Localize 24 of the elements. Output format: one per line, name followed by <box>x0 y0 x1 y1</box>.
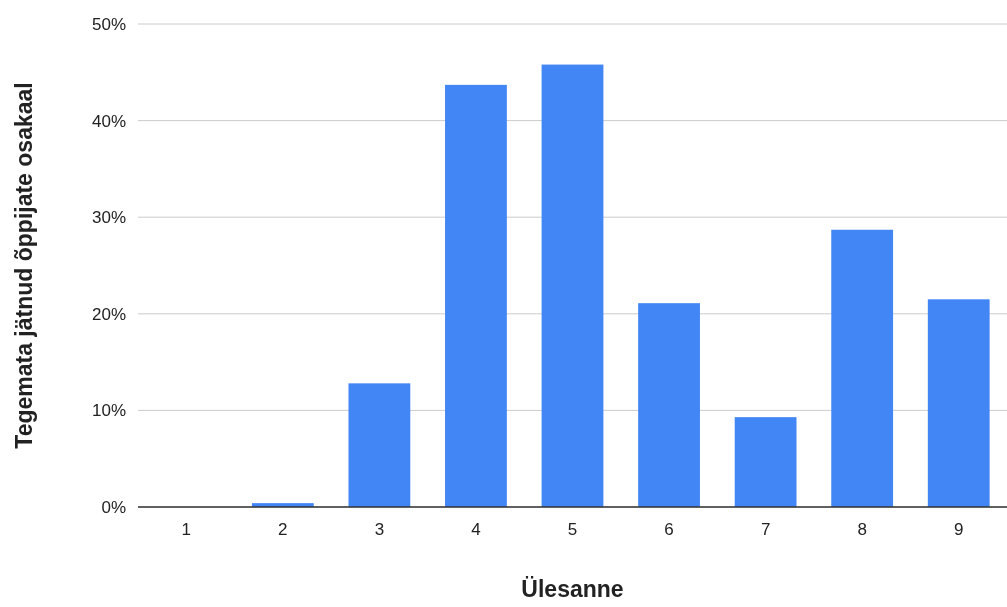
x-tick-label: 4 <box>471 520 481 539</box>
bar <box>348 383 411 507</box>
bar <box>927 299 990 507</box>
bar <box>831 229 894 507</box>
y-tick-label: 10% <box>91 401 126 421</box>
y-tick-label: 50% <box>91 14 126 34</box>
y-tick-label: 0% <box>101 497 126 517</box>
y-axis-title: Tegemata jätnud õppijate osakaal <box>11 82 37 449</box>
y-tick-label: 40% <box>91 111 126 131</box>
x-tick-label: 2 <box>278 520 288 539</box>
x-tick-label: 1 <box>181 520 192 539</box>
x-tick-label: 9 <box>953 520 964 539</box>
bar <box>445 84 507 507</box>
x-tick-label: 7 <box>760 520 771 539</box>
x-tick-label: 5 <box>567 520 578 539</box>
bar <box>541 64 604 507</box>
bar <box>734 417 797 507</box>
x-tick-label: 6 <box>664 520 674 539</box>
y-tick-label: 20% <box>91 304 126 324</box>
y-tick-label: 30% <box>91 208 126 228</box>
x-axis-title: Ülesanne <box>521 576 624 602</box>
x-tick-label: 3 <box>374 520 385 539</box>
x-tick-label: 8 <box>857 520 867 539</box>
bar <box>638 303 700 507</box>
